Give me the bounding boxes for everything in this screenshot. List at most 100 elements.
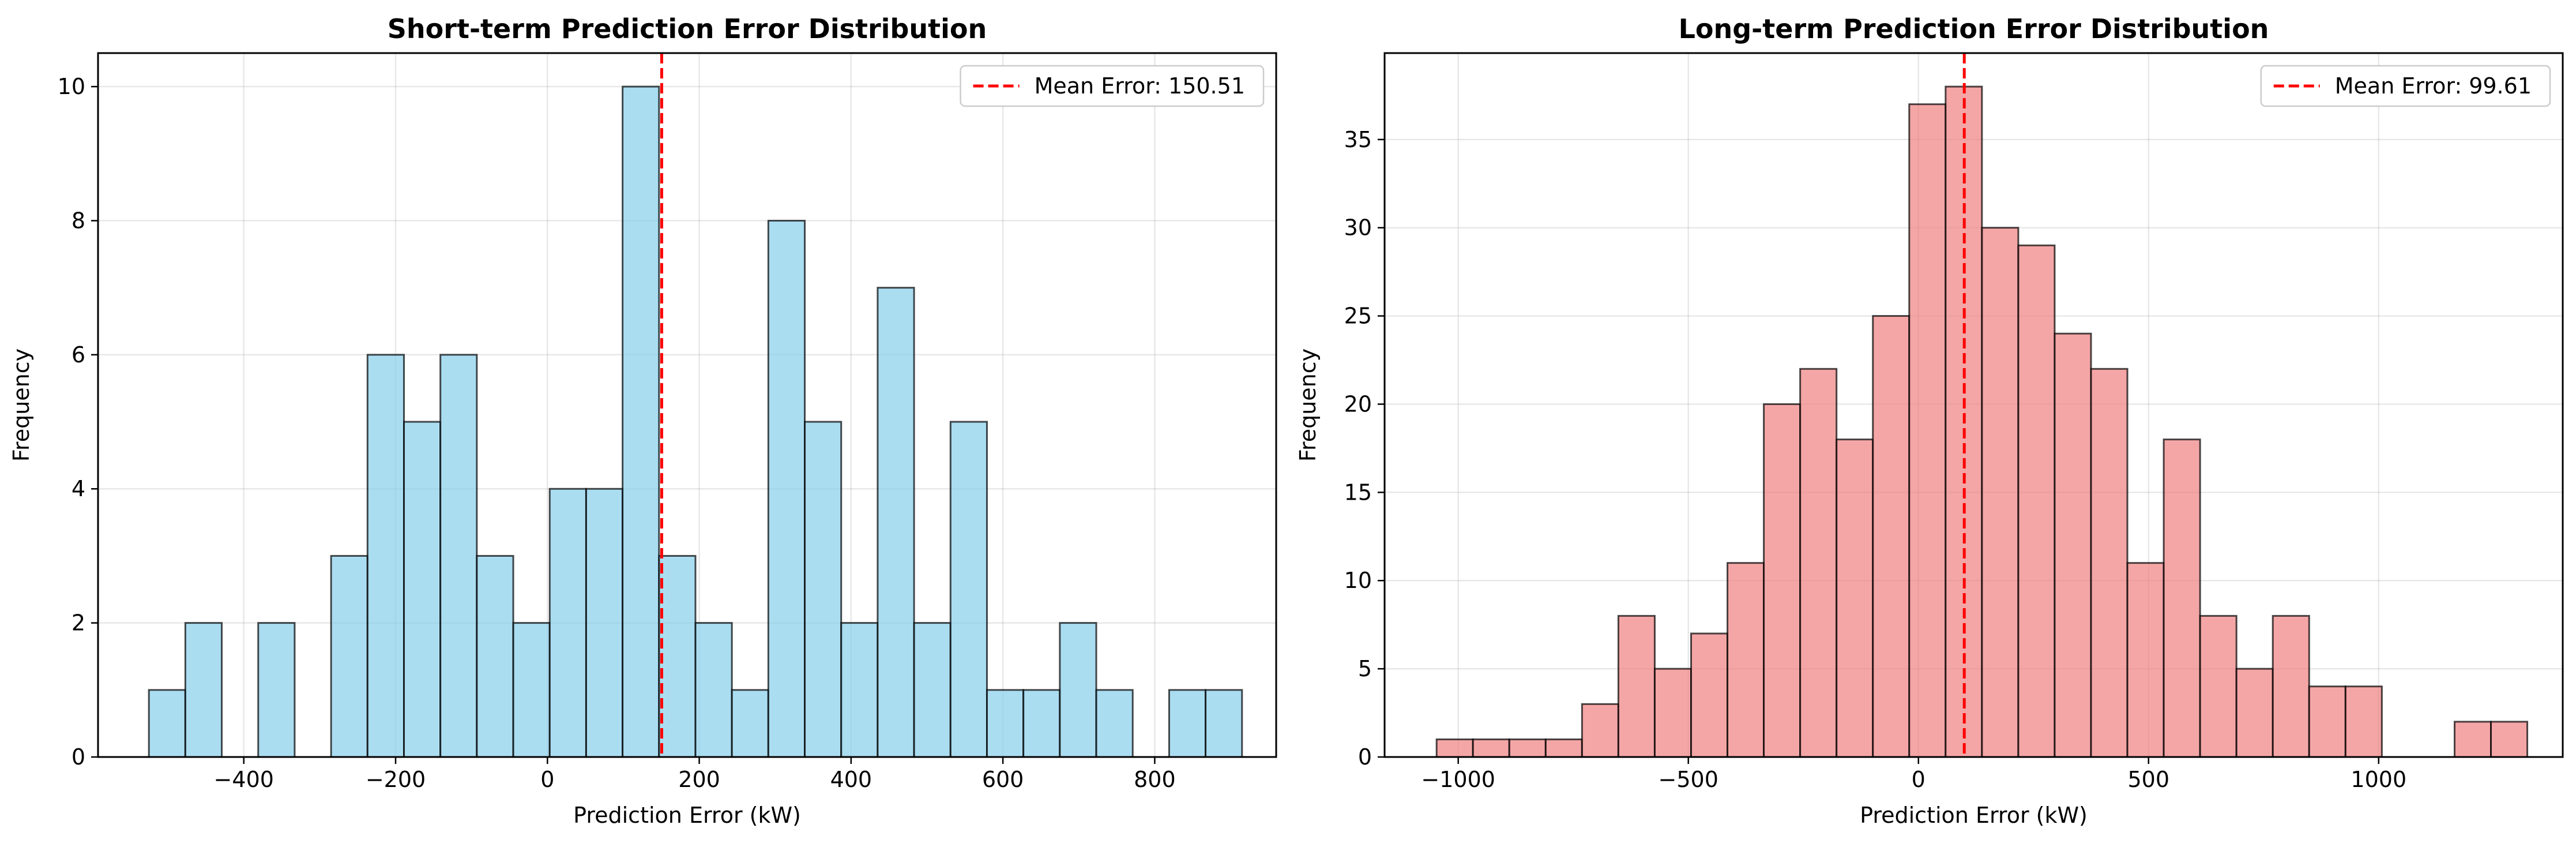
histogram-bar bbox=[2199, 614, 2237, 758]
histogram-bar bbox=[148, 689, 186, 758]
y-tick-label: 6 bbox=[72, 342, 85, 368]
histogram-bar bbox=[2090, 368, 2129, 758]
y-tick-label: 10 bbox=[1344, 568, 1372, 593]
y-tick-label: 20 bbox=[1344, 391, 1372, 417]
histogram-bar bbox=[2272, 614, 2310, 758]
x-tick-label: 800 bbox=[1134, 767, 1176, 792]
histogram-bar bbox=[1472, 738, 1510, 758]
y-tick-label: 8 bbox=[72, 208, 85, 233]
histogram-bar bbox=[1095, 689, 1134, 758]
histogram-bar bbox=[877, 287, 915, 758]
histogram-bar bbox=[1799, 368, 1838, 758]
histogram-bar bbox=[1617, 614, 1656, 758]
histogram-bar bbox=[1872, 315, 1911, 758]
histogram-bar bbox=[476, 554, 514, 758]
histogram-bar bbox=[2235, 668, 2274, 758]
histogram-bar bbox=[2054, 332, 2092, 758]
histogram-bar bbox=[2344, 685, 2383, 758]
histogram-bar bbox=[330, 554, 368, 758]
histogram-bar bbox=[694, 622, 733, 758]
histogram-bar bbox=[184, 622, 223, 758]
histogram-bar bbox=[1544, 738, 1583, 758]
histogram-bar bbox=[949, 421, 988, 758]
x-tick-label: 200 bbox=[678, 767, 720, 792]
y-axis-ticks: 0 5 10 15 20 25 30 35 bbox=[1344, 127, 1385, 770]
y-tick-label: 15 bbox=[1344, 479, 1372, 505]
short-term-histogram: −400 −200 0 200 400 600 800 0 2 4 6 8 10 Short-term… bbox=[9, 13, 1277, 828]
histogram-bar bbox=[1727, 562, 1765, 758]
histogram-bar bbox=[622, 85, 660, 758]
legend-mean-label: Mean Error: 150.51 bbox=[1035, 73, 1245, 99]
histogram-bars bbox=[1435, 85, 2529, 758]
histogram-bar bbox=[731, 689, 769, 758]
histogram-bar bbox=[840, 622, 879, 758]
histogram-bar bbox=[2308, 685, 2346, 758]
y-tick-label: 2 bbox=[72, 610, 85, 636]
x-tick-label: −1000 bbox=[1421, 767, 1495, 792]
y-tick-label: 25 bbox=[1344, 303, 1372, 329]
legend-box bbox=[960, 65, 1265, 107]
y-axis-ticks: 0 2 4 6 8 10 bbox=[58, 74, 98, 770]
legend: Mean Error: 150.51 bbox=[960, 65, 1265, 107]
histogram-bar bbox=[767, 219, 806, 758]
y-tick-label: 4 bbox=[72, 476, 85, 501]
histogram-bar bbox=[913, 622, 952, 758]
plot-frame bbox=[97, 52, 1277, 758]
y-tick-label: 0 bbox=[72, 744, 85, 770]
histogram-bar bbox=[2453, 721, 2492, 758]
x-axis-ticks: −400 −200 0 200 400 600 800 bbox=[214, 757, 1176, 792]
histogram-bar bbox=[1763, 403, 1802, 758]
x-tick-label: −200 bbox=[366, 767, 426, 792]
histogram-bar bbox=[366, 354, 405, 758]
x-tick-label: 0 bbox=[1912, 767, 1926, 792]
histogram-bar bbox=[548, 488, 587, 758]
y-tick-label: 35 bbox=[1344, 127, 1372, 152]
histogram-bar bbox=[2163, 439, 2201, 758]
histogram-bar bbox=[658, 554, 697, 758]
histogram-bar bbox=[1908, 103, 1947, 758]
x-axis-label: Prediction Error (kW) bbox=[1860, 803, 2088, 828]
x-tick-label: 0 bbox=[540, 767, 554, 792]
x-tick-label: 400 bbox=[830, 767, 873, 792]
histogram-bar bbox=[1581, 703, 1619, 758]
histogram-bar bbox=[2126, 562, 2165, 758]
legend-mean-label: Mean Error: 99.61 bbox=[2335, 73, 2532, 99]
histogram-bar bbox=[585, 488, 624, 758]
histogram-bar bbox=[257, 622, 296, 758]
histogram-bar bbox=[986, 689, 1025, 758]
x-axis-ticks: −1000 −500 0 500 1000 bbox=[1421, 757, 2406, 792]
histogram-bar bbox=[2017, 244, 2056, 758]
x-tick-label: −500 bbox=[1659, 767, 1718, 792]
chart-title: Long-term Prediction Error Distribution bbox=[1679, 13, 2269, 44]
x-tick-label: −400 bbox=[214, 767, 274, 792]
histogram-bar bbox=[1836, 439, 1874, 758]
histogram-bar bbox=[512, 622, 551, 758]
chart-title: Short-term Prediction Error Distribution bbox=[388, 13, 987, 44]
histogram-bar bbox=[1205, 689, 1243, 758]
y-tick-label: 30 bbox=[1344, 215, 1372, 241]
histogram-bars bbox=[148, 85, 1243, 758]
plot-frame bbox=[1383, 52, 2564, 758]
x-tick-label: 500 bbox=[2127, 767, 2169, 792]
histogram-bar bbox=[1508, 738, 1547, 758]
histogram-bar bbox=[439, 354, 478, 758]
histogram-bar bbox=[2490, 721, 2529, 758]
histogram-bar bbox=[1981, 227, 2020, 758]
histogram-bar bbox=[1653, 668, 1692, 758]
y-tick-label: 10 bbox=[58, 74, 85, 99]
x-tick-label: 1000 bbox=[2351, 767, 2406, 792]
x-axis-label: Prediction Error (kW) bbox=[573, 803, 801, 828]
histogram-bar bbox=[1022, 689, 1061, 758]
legend-box bbox=[2260, 65, 2551, 107]
long-term-histogram: −1000 −500 0 500 1000 0 5 10 15 20 25 30 35 Long-te… bbox=[1295, 13, 2564, 828]
x-tick-label: 600 bbox=[982, 767, 1024, 792]
y-tick-label: 5 bbox=[1358, 656, 1372, 681]
histogram-bar bbox=[1168, 689, 1207, 758]
histogram-bar bbox=[1690, 632, 1729, 758]
legend: Mean Error: 99.61 bbox=[2260, 65, 2551, 107]
y-tick-label: 0 bbox=[1358, 744, 1372, 770]
y-axis-label: Frequency bbox=[1295, 348, 1321, 462]
histogram-bar bbox=[804, 421, 843, 758]
histogram-bar bbox=[1059, 622, 1097, 758]
